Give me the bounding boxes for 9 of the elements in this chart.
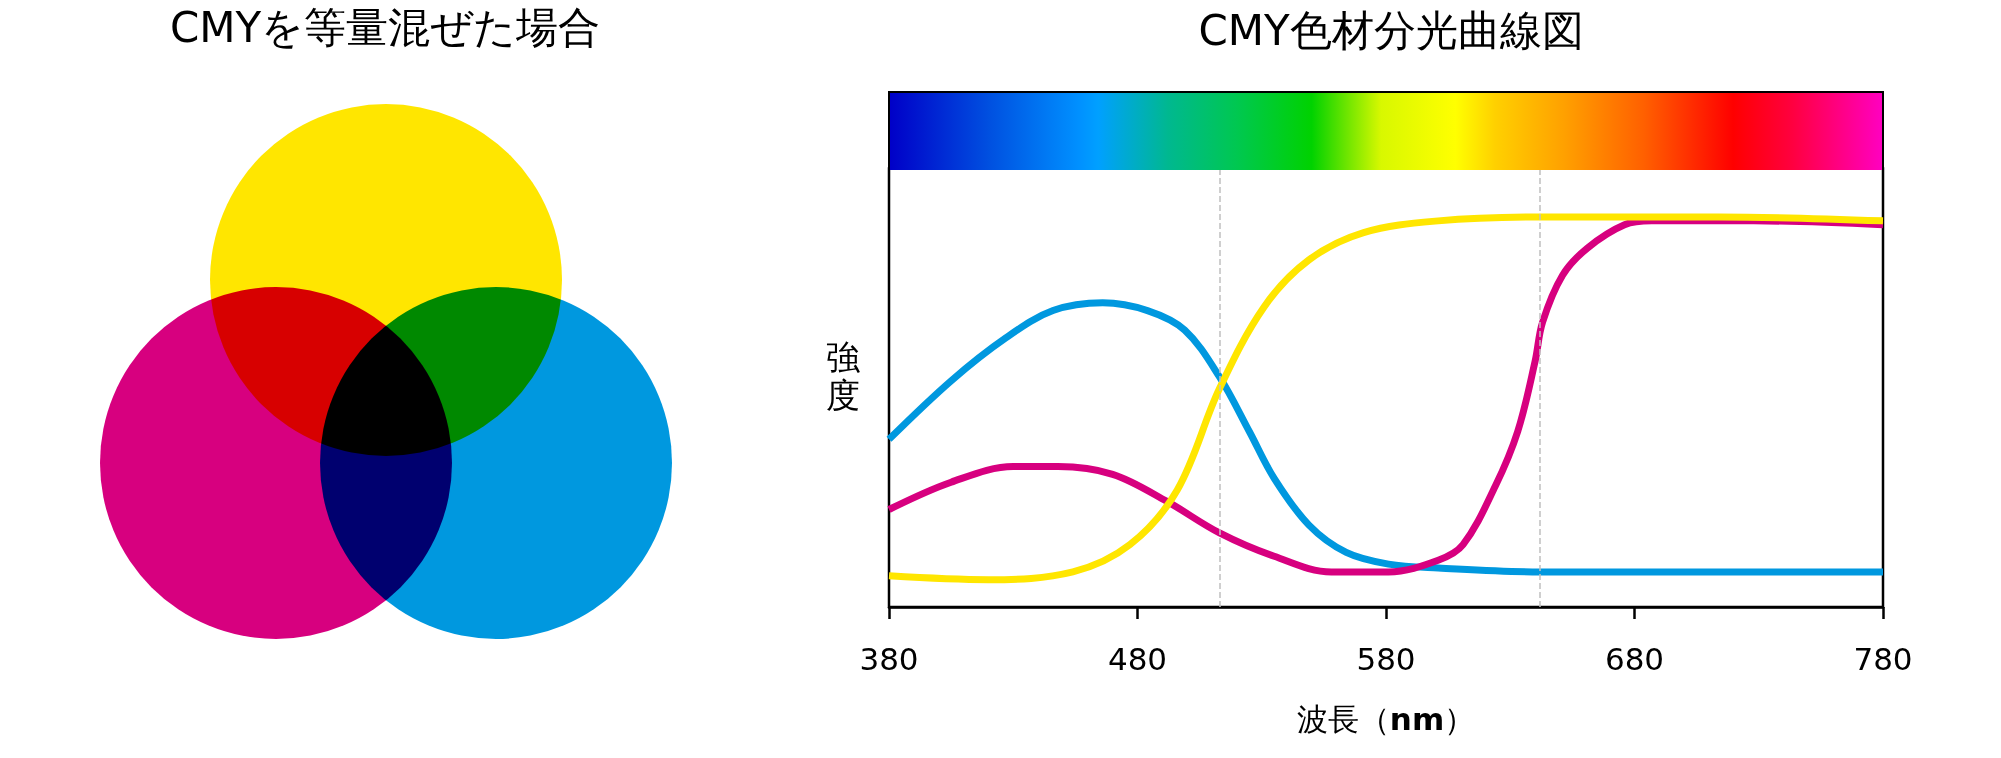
- y-axis-title: 強度: [825, 337, 861, 415]
- x-axis-title: 波長（nm）: [1296, 700, 1476, 737]
- x-tick-label: 680: [1604, 640, 1665, 677]
- x-tick-label: 580: [1356, 640, 1416, 677]
- x-tick-label: 480: [1107, 640, 1168, 677]
- x-tick-label: 380: [859, 640, 919, 677]
- x-tick-label: 780: [1853, 640, 1913, 677]
- text: CMYを等量混ぜた場合: [168, 3, 602, 53]
- chart-title: CMY色材分光曲線図: [1198, 5, 1584, 55]
